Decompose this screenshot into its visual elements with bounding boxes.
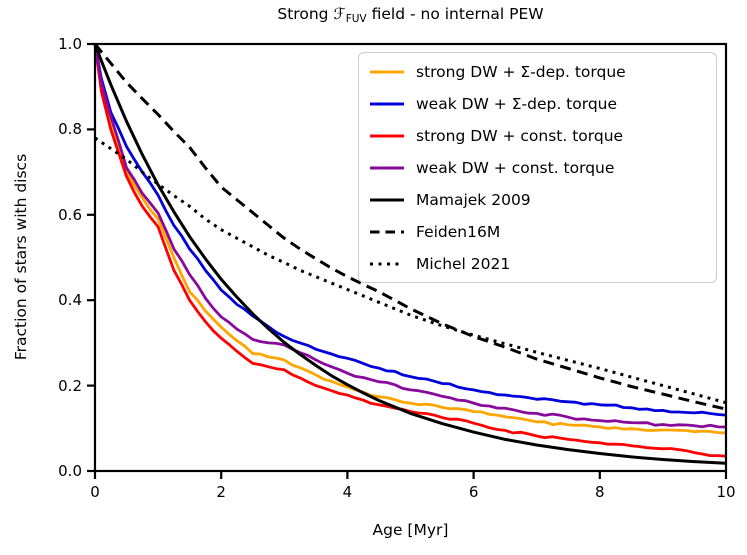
legend-line-sample [370,230,404,233]
legend-item: Mamajek 2009 [369,184,716,215]
chart-title: Strong ℱFUV field - no internal PEW [95,5,726,25]
legend-line-sample [370,70,404,73]
legend-item: strong DW + Σ-dep. torque [369,56,716,87]
y-axis-label: Fraction of stars with discs [12,153,30,361]
x-tick-label: 4 [342,483,353,501]
series-line-2 [93,43,727,458]
series-line-5 [93,43,727,411]
legend-item: weak DW + const. torque [369,152,716,183]
y-tick-label: 0.0 [58,462,82,480]
x-axis-label: Age [Myr] [372,521,449,539]
legend-item: strong DW + const. torque [369,120,716,151]
x-tick-label: 0 [90,483,100,501]
legend-label: Feiden16M [416,222,501,241]
title-script-f: ℱ [333,5,346,23]
legend-line-sample [370,166,404,169]
y-tick-label: 0.2 [58,376,82,395]
y-tick-label: 0.8 [58,120,82,139]
series-line-4 [93,43,727,465]
legend-label: strong DW + const. torque [416,126,624,145]
y-tick-label: 0.6 [58,205,82,224]
axes-spines [93,42,728,473]
title-subscript: FUV [345,13,367,25]
legend-item: Michel 2021 [369,248,716,279]
legend-item: weak DW + Σ-dep. torque [369,88,716,119]
legend-line-sample [370,102,404,105]
legend-item: Feiden16M [369,216,716,247]
legend-label: Michel 2021 [416,254,511,273]
legend-label: Mamajek 2009 [416,190,531,209]
series-line-3 [93,43,727,429]
x-tick-label: 2 [216,483,226,501]
legend-line-sample [370,262,404,265]
series-line-1 [93,43,727,417]
legend-label: weak DW + const. torque [416,158,615,177]
title-text-1: Strong [277,5,329,23]
x-tick-label: 8 [595,483,605,501]
legend: strong DW + Σ-dep. torque weak DW + Σ-de… [358,52,717,283]
legend-line-sample [370,134,404,137]
legend-label: weak DW + Σ-dep. torque [416,94,618,113]
legend-line-sample [370,198,404,201]
series-line-0 [93,43,727,435]
title-text-2: field - no internal PEW [371,5,544,23]
legend-label: strong DW + Σ-dep. torque [416,62,626,81]
y-tick-label: 0.4 [58,291,82,310]
x-tick-label: 6 [468,483,479,501]
y-tick-label: 1.0 [58,35,82,53]
x-tick-label: 10 [716,483,736,501]
